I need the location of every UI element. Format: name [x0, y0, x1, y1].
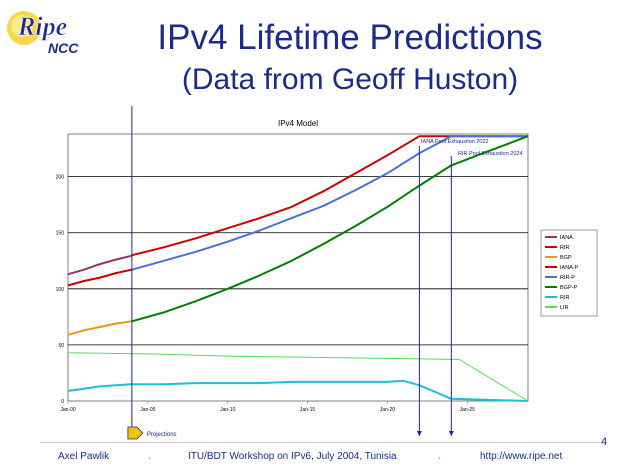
logo-sub: NCC [48, 40, 79, 56]
annotation-rir-exhaustion: RIR Pool Exhaustion 2024 [458, 151, 523, 157]
footer-event: ITU/BDT Workshop on IPv6, July 2004, Tun… [188, 451, 397, 462]
footer-divider [40, 442, 600, 443]
legend-label: LIR [560, 305, 569, 311]
y-tick-label: 100 [56, 287, 65, 293]
footer-separator: . [438, 451, 441, 462]
marker-arrowhead [416, 431, 422, 436]
legend-label: RIR [560, 295, 570, 301]
annotation-iana-exhaustion: IANA Pool Exhaustion 2022 [421, 139, 489, 145]
legend-label: RIR [560, 245, 570, 251]
logo-sun-inner [11, 15, 33, 37]
series-line-iana-p [131, 135, 528, 257]
projections-label: Projections [147, 432, 177, 438]
projections-arrow-icon [127, 426, 144, 440]
series-line-iana [67, 254, 133, 276]
ripe-ncc-logo: Ripe NCC [7, 11, 79, 56]
series-line-rir-p [131, 135, 528, 271]
legend-label: BGP-P [560, 285, 577, 291]
slide-subtitle: (Data from Geoff Huston) [181, 63, 519, 96]
legend-label: IANA-P [560, 265, 579, 271]
y-tick-label: 50 [58, 343, 64, 349]
x-tick-label: Jan-00 [60, 407, 76, 413]
x-tick-label: Jan-20 [380, 407, 396, 413]
logo-word: Ripe [17, 12, 67, 41]
footer-author: Axel Pawlik [58, 451, 110, 462]
y-tick-label: 150 [56, 231, 65, 237]
page-number: 4 [601, 436, 608, 448]
y-tick-label: 200 [56, 175, 65, 181]
legend-label: RIR-P [560, 275, 575, 281]
x-tick-label: Jan-15 [300, 407, 316, 413]
legend-box [540, 229, 598, 317]
marker-arrowhead [448, 431, 454, 436]
footer: Axel Pawlik . ITU/BDT Workshop on IPv6, … [0, 445, 630, 467]
x-tick-label: Jan-10 [220, 407, 236, 413]
x-tick-label: Jan-05 [140, 407, 156, 413]
footer-separator: . [148, 451, 151, 462]
series-line-lir [67, 352, 529, 402]
series-line-bgp [67, 320, 133, 336]
legend-label: IANA [560, 235, 573, 241]
slide-title: IPv4 Lifetime Predictions [157, 18, 543, 57]
x-tick-label: Jan-25 [460, 407, 476, 413]
y-tick-label: 0 [61, 399, 64, 405]
series-line-rir [67, 268, 133, 287]
footer-url[interactable]: http://www.ripe.net [480, 451, 563, 462]
chart-title: IPv4 Model [278, 119, 318, 128]
legend-label: BGP [560, 255, 572, 261]
series-line-rir-low [67, 379, 529, 402]
